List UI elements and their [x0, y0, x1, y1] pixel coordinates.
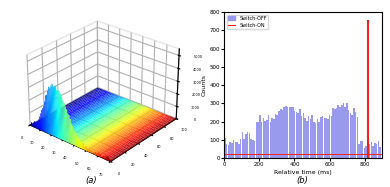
Bar	[369, 144, 370, 158]
Bar	[242, 132, 243, 158]
Bar	[327, 119, 328, 158]
Legend: Switch-OFF, Switch-ON: Switch-OFF, Switch-ON	[227, 15, 268, 29]
Bar	[301, 116, 302, 158]
Text: (a): (a)	[86, 176, 98, 185]
Bar	[285, 106, 287, 158]
Bar	[238, 144, 240, 158]
Bar	[248, 133, 250, 158]
Y-axis label: Counts: Counts	[202, 74, 207, 96]
Bar	[370, 142, 372, 158]
Bar	[357, 117, 358, 158]
Bar	[363, 148, 365, 158]
Bar	[261, 122, 262, 158]
Bar	[344, 107, 346, 158]
Bar	[329, 114, 330, 158]
Bar	[336, 108, 337, 158]
Bar	[257, 122, 259, 158]
Bar	[252, 140, 254, 158]
Bar	[324, 118, 325, 158]
Bar	[350, 113, 351, 158]
Bar	[332, 108, 334, 158]
Bar	[346, 103, 348, 158]
Bar	[304, 118, 306, 158]
Bar	[315, 123, 316, 158]
Bar	[337, 105, 339, 158]
Bar	[351, 115, 353, 158]
Bar	[264, 121, 266, 158]
Bar	[322, 116, 323, 158]
Bar	[291, 107, 292, 158]
Bar	[292, 107, 294, 158]
Bar	[378, 140, 379, 158]
Bar	[224, 137, 226, 158]
Bar	[294, 111, 296, 158]
Bar	[358, 144, 360, 158]
Bar	[298, 113, 299, 158]
Bar	[282, 110, 283, 158]
Bar	[372, 146, 374, 158]
Bar	[243, 139, 245, 158]
Bar	[236, 142, 238, 158]
Bar	[310, 119, 311, 158]
Bar	[339, 107, 341, 158]
Bar	[255, 122, 257, 158]
Bar	[240, 139, 241, 158]
Bar	[325, 118, 327, 158]
Bar	[355, 112, 356, 158]
Bar	[353, 108, 355, 158]
Bar	[271, 118, 273, 158]
Bar	[280, 109, 282, 158]
Bar	[287, 107, 289, 158]
Bar	[228, 145, 229, 158]
Bar	[303, 114, 304, 158]
Bar	[348, 110, 349, 158]
Bar	[250, 139, 252, 158]
Bar	[268, 115, 269, 158]
Bar	[379, 147, 381, 158]
Bar	[273, 119, 275, 158]
Bar	[235, 142, 236, 158]
Text: (b): (b)	[296, 176, 308, 185]
Bar	[360, 140, 362, 158]
Bar	[247, 132, 248, 158]
Bar	[275, 114, 276, 158]
Bar	[254, 141, 255, 158]
Bar	[262, 118, 264, 158]
Bar	[334, 109, 335, 158]
Bar	[311, 115, 313, 158]
Bar	[233, 140, 234, 158]
Bar	[306, 121, 308, 158]
Bar	[278, 111, 280, 158]
Bar	[299, 109, 301, 158]
Bar	[318, 122, 320, 158]
Bar	[296, 112, 297, 158]
Bar	[362, 141, 363, 158]
Bar	[229, 142, 231, 158]
Bar	[226, 144, 227, 158]
Bar	[367, 146, 369, 158]
Bar	[374, 143, 376, 158]
Bar	[341, 105, 342, 158]
Bar	[365, 146, 367, 158]
Bar	[269, 122, 271, 158]
Bar	[343, 103, 344, 158]
Bar	[245, 134, 246, 158]
Bar	[320, 117, 322, 158]
Bar	[277, 115, 278, 158]
Bar	[313, 122, 315, 158]
Bar	[330, 116, 332, 158]
Bar	[284, 107, 285, 158]
Bar	[317, 119, 318, 158]
Bar	[376, 144, 378, 158]
X-axis label: Relative time (ms): Relative time (ms)	[274, 170, 332, 175]
Bar	[308, 117, 309, 158]
Bar	[289, 107, 290, 158]
Bar	[266, 120, 268, 158]
Bar	[231, 143, 233, 158]
Bar	[259, 115, 261, 158]
